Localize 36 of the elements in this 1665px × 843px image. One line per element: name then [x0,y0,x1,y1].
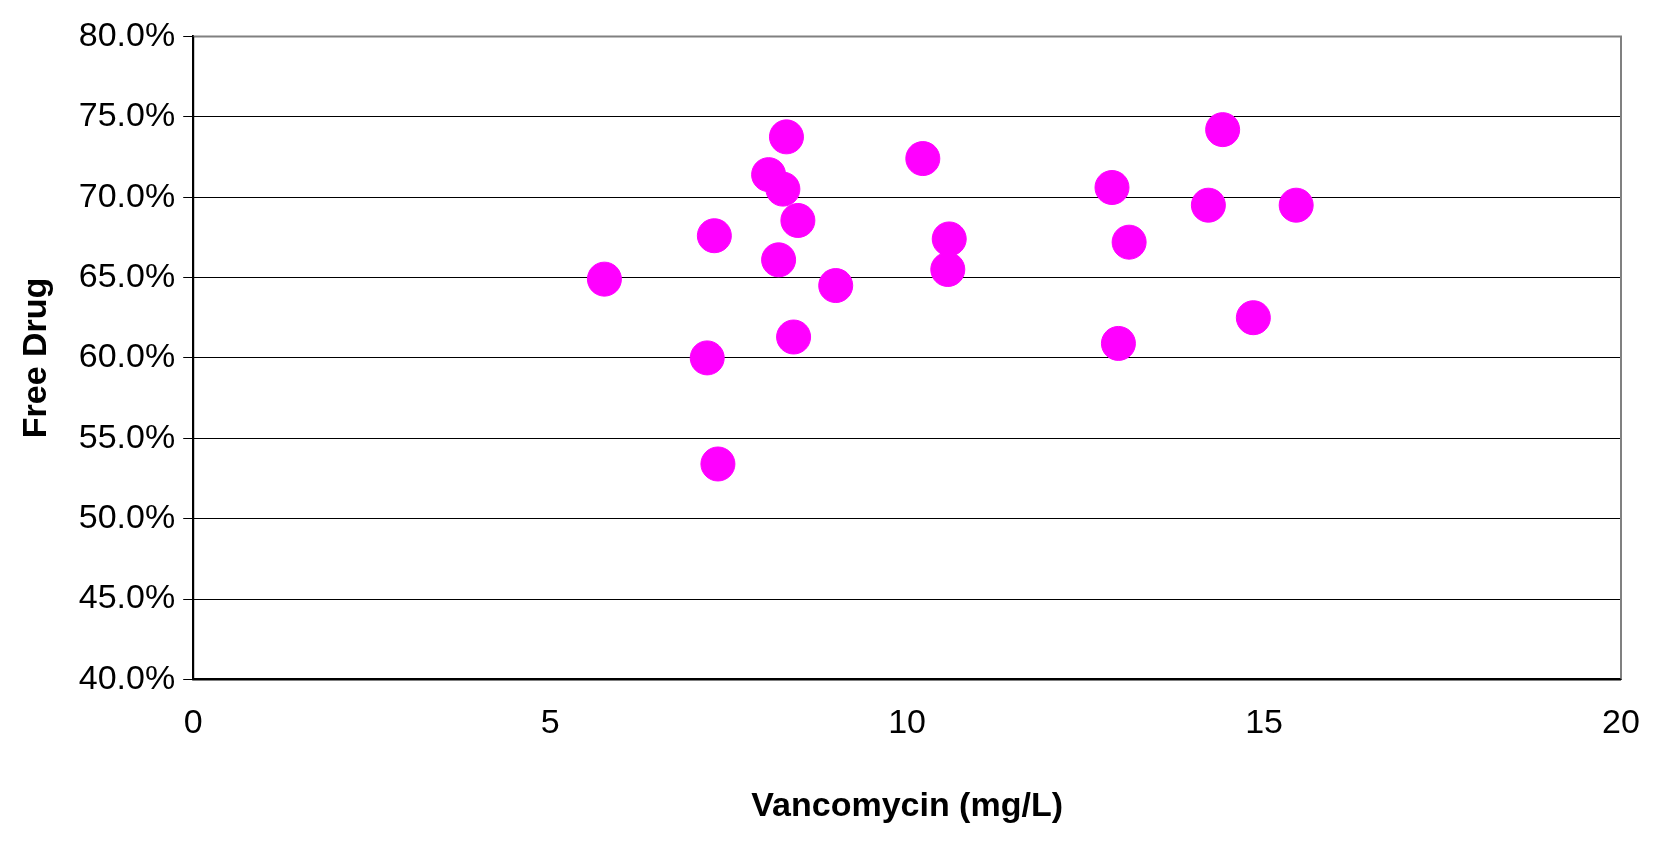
y-tick-label: 75.0% [78,95,176,134]
point [1235,300,1271,336]
y-tick-label: 60.0% [78,336,176,375]
y-tick-label: 70.0% [78,175,176,214]
x-tick-label: 0 [183,702,203,741]
x-tick-label: 5 [540,702,560,741]
x-tick-label: 20 [1602,702,1640,741]
point [1278,187,1314,223]
point [765,171,801,207]
point [818,268,854,304]
point [780,202,816,238]
x-tick-label: 10 [888,702,927,741]
x-tick-label: 15 [1245,702,1283,741]
point [768,119,804,155]
y-tick-label: 80.0% [78,14,176,53]
y-tick-label: 65.0% [78,255,176,294]
point [689,340,725,376]
point [776,319,812,355]
y-tick-label: 55.0% [78,416,176,455]
point [931,221,967,257]
point [905,141,941,177]
y-axis-title: Free Drug [14,277,53,439]
y-tick-label: 50.0% [78,497,176,536]
point [1111,224,1147,260]
point [1094,170,1130,206]
point [1190,187,1226,223]
point [930,251,966,287]
x-axis-title: Vancomycin (mg/L) [751,784,1063,823]
point [761,242,797,278]
point [586,261,622,297]
point [1100,325,1136,361]
y-tick-label: 40.0% [78,657,176,696]
point [700,446,736,482]
point [1205,112,1241,148]
y-tick-label: 45.0% [78,577,176,616]
point [696,218,732,254]
